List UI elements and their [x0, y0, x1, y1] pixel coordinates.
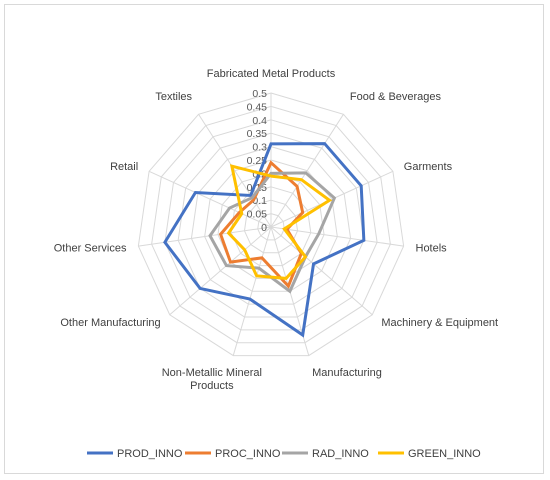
- legend-label: GREEN_INNO: [408, 448, 481, 460]
- category-label: Food & Beverages: [350, 91, 442, 103]
- series-line-rad-inno: [208, 171, 337, 294]
- legend-label: PROC_INNO: [215, 448, 281, 460]
- radar-grid: [137, 92, 405, 357]
- category-label: Hotels: [416, 242, 448, 254]
- category-label: Other Services: [54, 242, 127, 254]
- category-label-line: Textiles: [155, 91, 192, 103]
- category-label: Non-Metallic Mineral Products: [162, 367, 262, 392]
- grid-spoke: [232, 226, 272, 356]
- radial-tick-label: 0.35: [247, 128, 268, 140]
- legend-label: RAD_INNO: [312, 448, 369, 460]
- chart-frame: 0 0.05 0.1 0.15 0.2 0.25 0.3 0.35 0.4 0.45 0.5 Fab…: [4, 4, 544, 474]
- grid-ring: [137, 92, 405, 357]
- grid-spoke: [148, 170, 272, 228]
- category-label-line: Products: [190, 380, 234, 392]
- radial-tick-label: 0.3: [252, 142, 267, 154]
- radar-spokes: [138, 93, 404, 356]
- category-label: Fabricated Metal Products: [207, 68, 336, 80]
- radial-tick-label: 0: [261, 222, 267, 234]
- series-line-green-inno: [226, 164, 333, 280]
- grid-ring: [164, 119, 378, 331]
- radial-tick-label: 0.05: [247, 209, 268, 221]
- grid-spoke: [198, 113, 272, 228]
- grid-spoke: [138, 226, 272, 247]
- category-label-line: Other Services: [54, 242, 127, 254]
- grid-spoke: [270, 170, 394, 228]
- radar-chart: 00.050.10.150.20.250.30.350.40.450.5 Fab…: [54, 68, 498, 460]
- radial-tick-label: 0.4: [252, 115, 267, 127]
- category-label: Machinery & Equipment: [381, 317, 498, 329]
- category-labels: Fabricated Metal Products Food & Beverage…: [54, 68, 498, 392]
- category-label: Manufacturing: [312, 367, 382, 379]
- grid-ring: [177, 132, 365, 318]
- category-label-line: Hotels: [416, 242, 448, 254]
- legend: PROD_INNO PROC_INNO RAD_INNO GREEN_INNO: [87, 448, 481, 460]
- grid-ring: [190, 146, 352, 305]
- category-label-line: Machinery & Equipment: [381, 317, 498, 329]
- category-label: Other Manufacturing: [60, 317, 160, 329]
- grid-spoke: [169, 226, 272, 316]
- radial-tick-label: 0.5: [252, 88, 267, 100]
- category-label-line: Manufacturing: [312, 367, 382, 379]
- series-line-prod-inno: [163, 142, 366, 338]
- grid-ring: [243, 199, 299, 254]
- category-label: Garments: [404, 161, 453, 173]
- category-label-line: Non-Metallic Mineral: [162, 367, 262, 379]
- grid-spoke: [270, 113, 344, 228]
- category-label: Textiles: [155, 91, 192, 103]
- grid-spoke: [270, 226, 373, 316]
- radial-tick-label: 0.45: [247, 101, 268, 113]
- radial-tick-labels: 00.050.10.150.20.250.30.350.40.450.5: [247, 88, 268, 234]
- category-label-line: Other Manufacturing: [60, 317, 160, 329]
- category-label-line: Retail: [110, 161, 138, 173]
- category-label: Retail: [110, 161, 138, 173]
- category-label-line: Garments: [404, 161, 453, 173]
- legend-label: PROD_INNO: [117, 448, 183, 460]
- grid-spoke: [270, 226, 404, 247]
- category-label-line: Fabricated Metal Products: [207, 68, 336, 80]
- grid-ring: [151, 105, 391, 344]
- radar-series: [163, 142, 366, 338]
- grid-ring: [257, 213, 285, 241]
- category-label-line: Food & Beverages: [350, 91, 442, 103]
